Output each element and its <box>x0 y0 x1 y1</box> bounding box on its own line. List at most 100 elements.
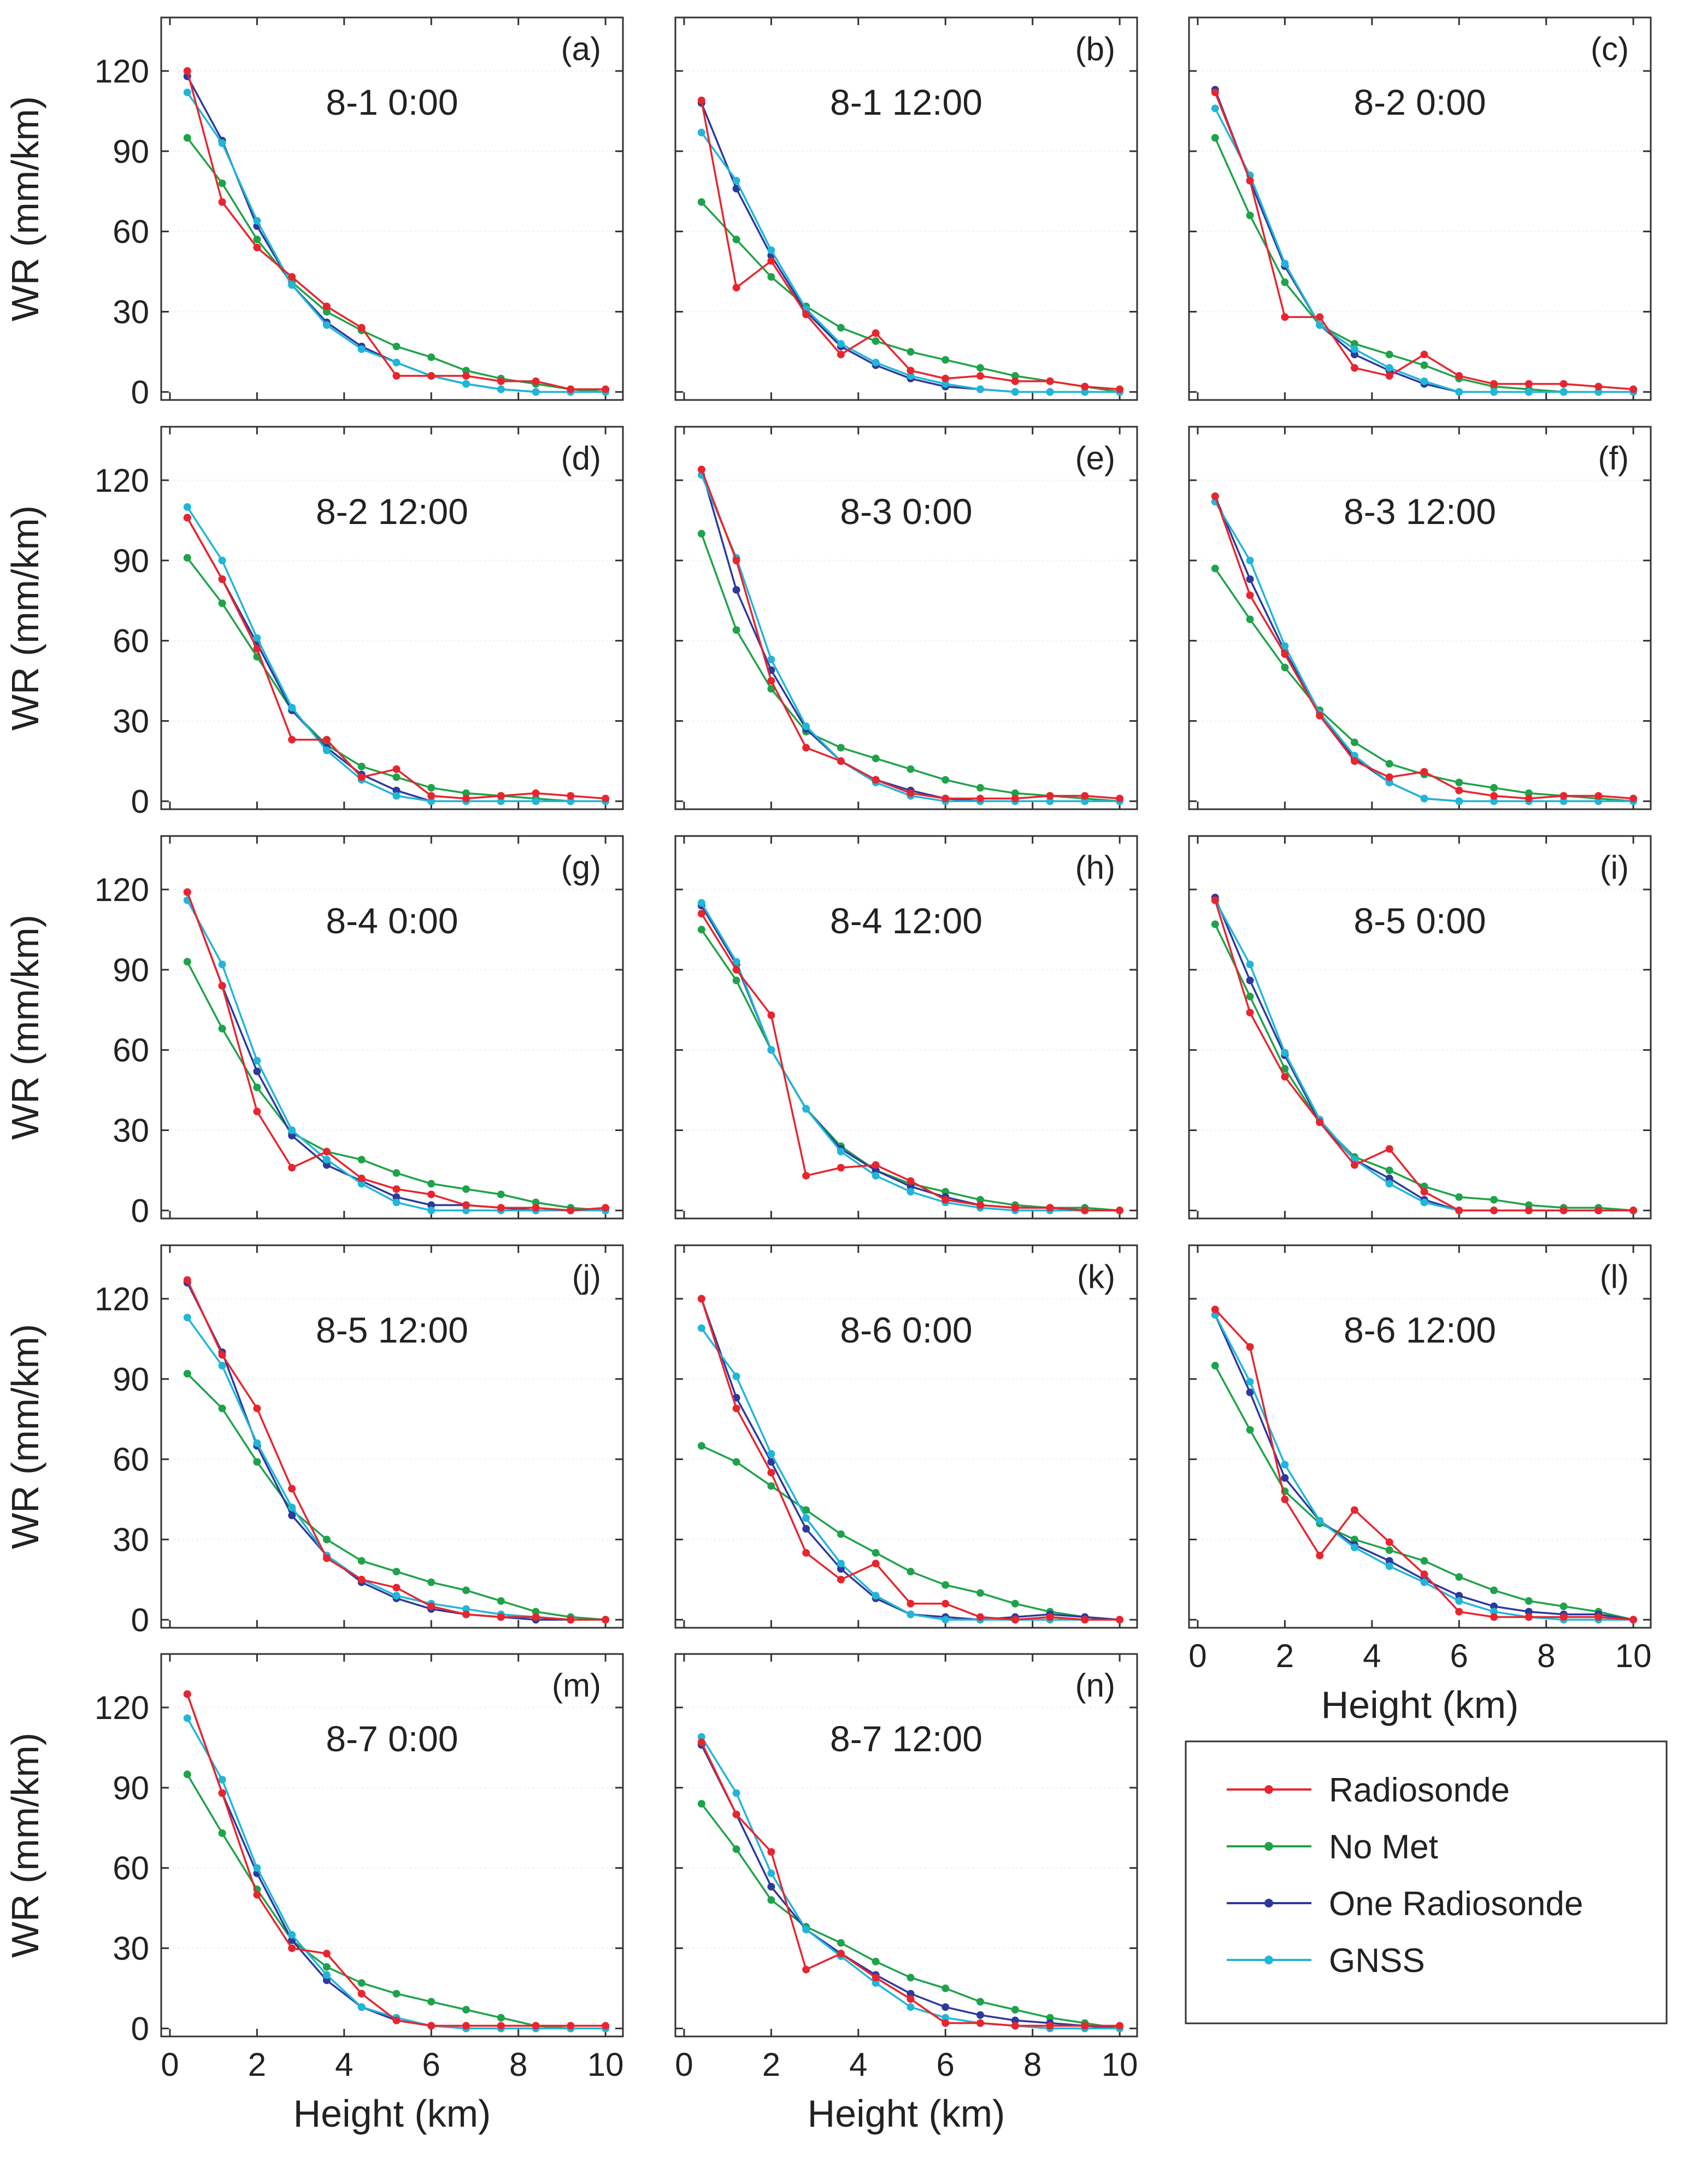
data-point-no-met <box>218 1829 226 1837</box>
data-point-no-met <box>697 1800 705 1808</box>
data-point-radiosonde <box>767 1469 775 1477</box>
data-point-radiosonde <box>1081 382 1089 391</box>
legend-label: GNSS <box>1329 1942 1425 1980</box>
x-axis-label: Height (km) <box>1321 1683 1519 1726</box>
data-point-no-met <box>1420 361 1428 369</box>
panel-letter: (j) <box>572 1258 601 1295</box>
data-point-radiosonde <box>1246 591 1254 599</box>
data-point-radiosonde <box>1046 1613 1054 1621</box>
data-point-gnss <box>802 1105 810 1113</box>
data-point-radiosonde <box>872 1974 880 1982</box>
data-point-radiosonde <box>602 1616 610 1624</box>
data-point-no-met <box>218 1025 226 1033</box>
data-point-no-met <box>1211 564 1219 573</box>
data-point-radiosonde <box>1316 711 1324 720</box>
x-tick-label: 8 <box>509 2046 527 2083</box>
x-tick-label: 0 <box>675 2046 693 2083</box>
data-point-radiosonde <box>732 556 740 564</box>
y-tick-label: 90 <box>113 952 149 988</box>
data-point-radiosonde <box>427 1190 435 1198</box>
data-point-no-met <box>872 755 880 762</box>
data-point-radiosonde <box>1011 794 1019 803</box>
data-point-no-met <box>253 1084 261 1092</box>
data-point-no-met <box>1490 1586 1498 1594</box>
data-point-radiosonde <box>392 1185 401 1193</box>
data-point-one-radiosonde <box>288 1511 296 1520</box>
data-point-no-met <box>697 926 705 934</box>
data-point-gnss <box>872 1172 880 1180</box>
data-point-gnss <box>1281 642 1289 650</box>
data-point-radiosonde <box>837 757 845 765</box>
data-point-radiosonde <box>532 1613 540 1621</box>
data-point-gnss <box>427 797 435 805</box>
data-point-no-met <box>1046 2014 1054 2022</box>
data-point-no-met <box>183 958 191 966</box>
legend-item-one-radiosonde: One Radiosonde <box>1227 1885 1583 1923</box>
data-point-radiosonde <box>1455 786 1463 794</box>
data-point-gnss <box>392 358 401 367</box>
data-point-radiosonde <box>1594 792 1603 800</box>
data-point-radiosonde <box>357 1575 366 1583</box>
data-point-no-met <box>732 976 740 985</box>
data-point-radiosonde <box>218 982 226 990</box>
data-point-radiosonde <box>767 1848 775 1856</box>
axes-frame <box>160 16 624 401</box>
data-point-radiosonde <box>183 888 191 896</box>
data-point-one-radiosonde <box>1246 976 1254 985</box>
data-point-radiosonde <box>1455 1608 1463 1616</box>
data-point-radiosonde <box>427 1602 435 1610</box>
data-point-gnss <box>427 1206 435 1215</box>
panel-letter: (c) <box>1591 31 1629 67</box>
data-point-radiosonde <box>872 776 880 784</box>
data-point-radiosonde <box>497 1204 505 1212</box>
data-point-no-met <box>392 773 401 781</box>
data-point-radiosonde <box>907 1177 915 1185</box>
x-tick-label: 4 <box>1363 1638 1381 1674</box>
data-point-radiosonde <box>1116 2022 1124 2030</box>
data-point-gnss <box>1246 1377 1254 1386</box>
data-point-no-met <box>1246 211 1254 220</box>
y-tick-label: 60 <box>113 1441 149 1478</box>
data-point-radiosonde <box>253 1108 261 1116</box>
data-point-radiosonde <box>253 244 261 251</box>
x-tick-label: 2 <box>248 2046 266 2083</box>
series-line-radiosonde <box>701 1741 1120 2027</box>
panel-title: 8-5 12:00 <box>316 1310 468 1350</box>
data-point-gnss <box>253 1864 261 1872</box>
y-axis-label: WR (mm/km) <box>4 96 46 321</box>
data-point-no-met <box>253 1458 261 1466</box>
data-point-radiosonde <box>427 2022 435 2030</box>
data-point-no-met <box>427 1180 435 1188</box>
legend-swatch-marker <box>1264 1785 1273 1794</box>
x-tick-label: 0 <box>1188 1638 1206 1674</box>
y-tick-label: 60 <box>113 1032 149 1069</box>
axes-frame <box>160 426 624 810</box>
x-tick-label: 6 <box>1450 1638 1468 1674</box>
data-point-radiosonde <box>1629 794 1638 803</box>
data-point-no-met <box>1011 372 1019 380</box>
data-point-radiosonde <box>497 2022 505 2030</box>
data-point-radiosonde <box>288 1944 296 1952</box>
data-point-no-met <box>462 1586 470 1594</box>
data-point-radiosonde <box>1081 1206 1089 1215</box>
data-point-gnss <box>941 2014 950 2022</box>
data-point-no-met <box>872 337 880 345</box>
y-axis-label: WR (mm/km) <box>4 1733 46 1958</box>
legend-swatch-marker <box>1264 1956 1273 1964</box>
data-point-gnss <box>253 634 261 642</box>
data-point-gnss <box>732 176 740 185</box>
data-point-no-met <box>1211 920 1219 928</box>
data-point-one-radiosonde <box>1281 1474 1289 1482</box>
data-point-gnss <box>1559 797 1568 805</box>
data-point-radiosonde <box>1629 385 1638 393</box>
data-point-no-met <box>1350 738 1358 746</box>
data-point-no-met <box>1246 615 1254 623</box>
data-point-one-radiosonde <box>1246 1388 1254 1397</box>
data-point-no-met <box>941 776 950 784</box>
data-point-gnss <box>1281 260 1289 268</box>
data-point-no-met <box>941 1188 950 1196</box>
axes-frame <box>674 1244 1138 1629</box>
panel-title: 8-3 0:00 <box>840 491 972 532</box>
data-point-radiosonde <box>732 284 740 292</box>
data-point-radiosonde <box>253 645 261 653</box>
